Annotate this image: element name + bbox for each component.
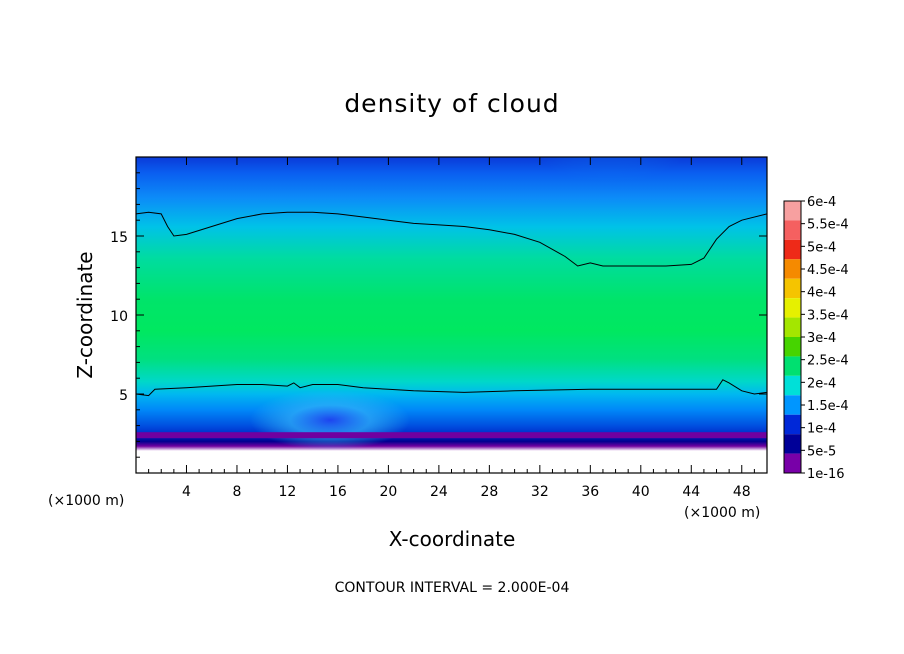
- colorbar-swatch: [784, 220, 801, 240]
- colorbar-swatch: [784, 317, 801, 337]
- colorbar-label: 2.5e-4: [807, 354, 849, 369]
- x-unit-label: (×1000 m): [684, 505, 760, 521]
- x-tick-label: 16: [329, 484, 347, 500]
- x-tick-label: 20: [379, 484, 397, 500]
- colorbar-label: 6e-4: [807, 195, 836, 210]
- colorbar-label: 2e-4: [807, 376, 836, 391]
- contour-lower: [136, 379, 767, 397]
- colorbar-swatch: [784, 201, 801, 221]
- x-tick-label: 12: [279, 484, 297, 500]
- y-tick-label: 10: [110, 309, 128, 325]
- x-tick-label: 4: [182, 484, 191, 500]
- contour-interval-note: CONTOUR INTERVAL = 2.000E-04: [335, 580, 570, 596]
- x-tick-label: 8: [232, 484, 241, 500]
- x-tick-label: 40: [632, 484, 650, 500]
- colorbar: 6e-4 5.5e-4 5e-4 4.5e-4 4e-4 3.5e-4 3e-4 2.5e-4…: [783, 195, 849, 482]
- colorbar-label: 1e-4: [807, 422, 836, 437]
- x-tick-label: 24: [430, 484, 448, 500]
- colorbar-swatch: [784, 259, 801, 279]
- colorbar-label: 5e-4: [807, 240, 836, 255]
- plot-area: [136, 157, 767, 473]
- colorbar-label: 5e-5: [807, 444, 836, 459]
- x-tick-label: 32: [531, 484, 549, 500]
- colorbar-label: 5.5e-4: [807, 218, 849, 233]
- turbulence-patch: [250, 390, 410, 450]
- x-tick-label: 28: [480, 484, 498, 500]
- contour-upper: [136, 211, 767, 267]
- colorbar-swatch: [784, 337, 801, 357]
- y-tick-label: 5: [119, 388, 128, 404]
- x-axis-label: X-coordinate: [389, 527, 516, 551]
- colorbar-swatch: [784, 395, 801, 415]
- y-tick-label: 15: [110, 230, 128, 246]
- upper-dip-shading: [500, 157, 720, 280]
- x-tick-label: 36: [581, 484, 599, 500]
- colorbar-swatch: [784, 434, 801, 454]
- y-axis: 5 10 15: [110, 172, 767, 458]
- x-tick-label: 48: [733, 484, 751, 500]
- cloud-base-band: [136, 432, 767, 439]
- y-axis-label: Z-coordinate: [73, 251, 97, 378]
- chart-title: density of cloud: [344, 89, 559, 118]
- colorbar-label: 1e-16: [807, 467, 845, 482]
- colorbar-swatch: [784, 453, 801, 473]
- colorbar-swatch: [784, 375, 801, 396]
- colorbar-swatch: [784, 356, 801, 376]
- colorbar-label: 1.5e-4: [807, 399, 849, 414]
- colorbar-swatch: [784, 239, 801, 260]
- colorbar-label: 4.5e-4: [807, 263, 849, 278]
- colorbar-swatch: [784, 298, 801, 318]
- x-axis: 4 8 12 16 20 24 28 32 36 40 44 48: [148, 157, 755, 500]
- colorbar-swatch: [784, 414, 801, 435]
- colorbar-swatch: [784, 278, 801, 299]
- colorbar-label: 3e-4: [807, 331, 836, 346]
- y-unit-label: (×1000 m): [48, 493, 124, 509]
- colorbar-label: 3.5e-4: [807, 308, 849, 323]
- x-tick-label: 44: [682, 484, 700, 500]
- colorbar-label: 4e-4: [807, 286, 836, 301]
